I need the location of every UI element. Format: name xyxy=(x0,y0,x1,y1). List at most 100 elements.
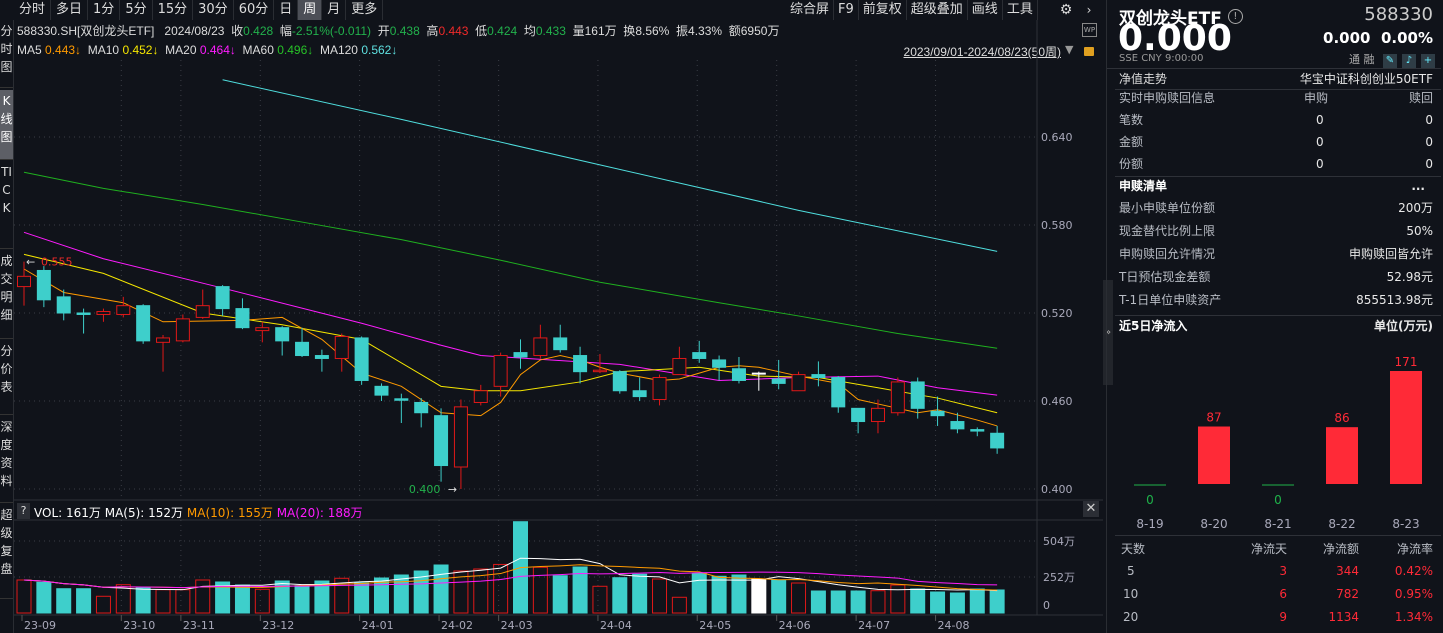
pencil-icon[interactable]: ✎ xyxy=(1383,54,1397,68)
info-icon[interactable]: ! xyxy=(1227,9,1243,24)
date-range-link[interactable]: 2023/09/01-2024/08/23(50周) xyxy=(903,45,1061,59)
kline-chart[interactable]: 0.640 0.580 0.520 0.460 0.400 504万 252万 0 23-09 2… xyxy=(0,0,1103,633)
tab-9[interactable]: 月 xyxy=(322,0,347,20)
settings-gear-icon[interactable]: ⚙ xyxy=(1059,2,1073,18)
tab-4[interactable]: 15分 xyxy=(153,0,194,20)
candle[interactable] xyxy=(473,384,488,406)
candle[interactable] xyxy=(76,308,91,334)
candle[interactable] xyxy=(612,370,627,394)
candle[interactable] xyxy=(910,377,925,419)
rt-row-label: 份额 xyxy=(1119,157,1144,171)
candle[interactable] xyxy=(175,314,190,343)
candle[interactable] xyxy=(553,324,568,353)
candle[interactable] xyxy=(354,336,369,385)
candle[interactable] xyxy=(632,377,647,402)
candle[interactable] xyxy=(771,359,786,390)
tool-0[interactable]: 综合屏 xyxy=(786,0,835,20)
candle[interactable] xyxy=(791,371,806,392)
rt-row-redeem: 0 xyxy=(1425,113,1433,127)
candle[interactable] xyxy=(930,396,945,426)
candle[interactable] xyxy=(374,383,389,402)
chevron-right-icon[interactable]: › xyxy=(1086,3,1092,17)
tool-3[interactable]: 超级叠加 xyxy=(907,0,968,20)
candle[interactable] xyxy=(533,324,548,359)
candle[interactable] xyxy=(970,427,985,437)
lock-icon[interactable] xyxy=(1084,47,1094,56)
candle[interactable] xyxy=(573,346,588,384)
candle[interactable] xyxy=(17,261,31,306)
candle[interactable] xyxy=(215,285,230,316)
candle[interactable] xyxy=(235,298,250,330)
dropdown-triangle-icon[interactable]: ▼ xyxy=(1065,43,1074,56)
tab-0[interactable]: 分时 xyxy=(14,0,52,20)
sidebar-item-1[interactable]: K线图 xyxy=(0,90,13,160)
nav-trend-label[interactable]: 净值走势 xyxy=(1119,72,1168,86)
candle[interactable] xyxy=(434,408,449,482)
candle[interactable] xyxy=(493,352,508,397)
tab-1[interactable]: 多日 xyxy=(51,0,89,20)
candle[interactable] xyxy=(870,399,885,434)
candle[interactable] xyxy=(712,355,727,381)
candle[interactable] xyxy=(136,304,151,344)
wp-icon[interactable]: WP xyxy=(1082,23,1097,37)
amount-value: 6950万 xyxy=(740,24,780,38)
candle[interactable] xyxy=(453,399,468,490)
volume-bar xyxy=(989,589,1005,614)
tab-8[interactable]: 周 xyxy=(298,0,323,20)
sidebar-item-5[interactable]: 深度资料 xyxy=(0,416,13,503)
candle[interactable] xyxy=(652,374,667,406)
tab-6[interactable]: 60分 xyxy=(234,0,275,20)
candle[interactable] xyxy=(672,346,687,376)
candle[interactable] xyxy=(990,425,1005,454)
candle[interactable] xyxy=(592,354,607,374)
sidebar-item-2[interactable]: TICK xyxy=(0,161,13,249)
candle[interactable] xyxy=(731,357,746,384)
candle[interactable] xyxy=(96,308,111,322)
candle[interactable] xyxy=(513,339,528,369)
price-tick: 0.520 xyxy=(1041,307,1073,320)
candle[interactable] xyxy=(156,335,171,372)
candle[interactable] xyxy=(414,398,429,428)
collapse-panel-button[interactable]: » xyxy=(1103,280,1113,385)
rt-row-redeem: 0 xyxy=(1425,135,1433,149)
tab-2[interactable]: 1分 xyxy=(88,0,121,20)
candle[interactable] xyxy=(334,333,349,372)
sidebar-item-3[interactable]: 成交明细 xyxy=(0,250,13,339)
tool-2[interactable]: 前复权 xyxy=(859,0,907,20)
tool-4[interactable]: 画线 xyxy=(968,0,1003,20)
volume-label: 量 xyxy=(572,24,585,38)
candle[interactable] xyxy=(195,289,210,319)
tool-5[interactable]: 工具 xyxy=(1003,0,1038,20)
tong-label[interactable]: 通 xyxy=(1349,53,1360,66)
list-more-button[interactable]: ... xyxy=(1411,179,1425,193)
candle[interactable] xyxy=(116,296,131,318)
candle[interactable] xyxy=(851,407,866,434)
candle[interactable] xyxy=(950,412,965,434)
tab-10[interactable]: 更多 xyxy=(346,0,384,20)
tab-5[interactable]: 30分 xyxy=(193,0,234,20)
rong-label[interactable]: 融 xyxy=(1363,53,1375,66)
candle[interactable] xyxy=(56,289,71,321)
volume-help-button[interactable]: ? xyxy=(17,503,30,519)
tab-3[interactable]: 5分 xyxy=(120,0,153,20)
sidebar-item-4[interactable]: 分价表 xyxy=(0,340,13,415)
plus-icon[interactable]: + xyxy=(1421,54,1435,68)
candle[interactable] xyxy=(394,393,409,424)
candle[interactable] xyxy=(692,340,707,363)
tool-1[interactable]: F9 xyxy=(834,0,859,20)
candle[interactable] xyxy=(255,321,270,343)
candle[interactable] xyxy=(831,376,846,413)
candle[interactable] xyxy=(36,266,51,308)
candle[interactable] xyxy=(890,377,905,416)
flow-cell: 1134 xyxy=(1328,610,1359,624)
candle[interactable] xyxy=(295,327,310,358)
candle[interactable] xyxy=(314,349,329,372)
bell-icon[interactable]: ♪ xyxy=(1402,54,1416,68)
sidebar-item-6[interactable]: 超级复盘 xyxy=(0,504,13,599)
sidebar-item-0[interactable]: 分时图 xyxy=(0,20,13,88)
candle[interactable] xyxy=(751,371,766,391)
candle[interactable] xyxy=(275,326,290,356)
close-volume-icon[interactable]: ✕ xyxy=(1083,501,1099,517)
candle[interactable] xyxy=(811,361,826,387)
tab-7[interactable]: 日 xyxy=(274,0,299,20)
